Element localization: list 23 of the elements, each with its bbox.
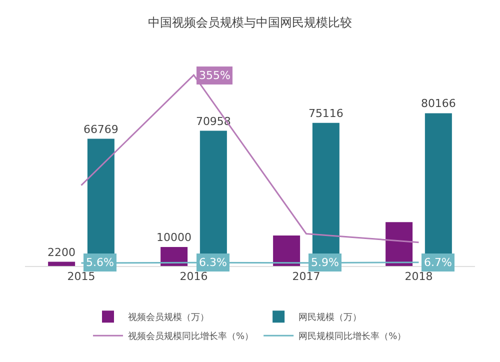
- data-label: 5.6%: [86, 256, 114, 269]
- data-label: 10000: [156, 230, 192, 244]
- data-label: 2200: [48, 246, 76, 259]
- legend-label: 网民规模（万）: [298, 312, 362, 324]
- data-label: 80166: [420, 97, 456, 110]
- x-tick-label: 2017: [292, 270, 320, 284]
- data-label: 75116: [308, 106, 344, 120]
- bar: [48, 262, 76, 266]
- bar: [386, 222, 413, 266]
- chart-title: 中国视频会员规模与中国网民规模比较: [148, 16, 352, 30]
- legend-label: 视频会员规模（万）: [128, 312, 209, 324]
- data-label: 355%: [199, 69, 230, 82]
- bar: [273, 236, 300, 266]
- legend-label: 网民规模同比增长率（%）: [298, 331, 406, 342]
- x-tick-label: 2018: [404, 270, 433, 284]
- data-label: 5.9%: [311, 256, 339, 269]
- data-label: 66769: [83, 122, 118, 136]
- data-label: 6.7%: [424, 256, 452, 269]
- bar: [160, 246, 188, 266]
- legend-label: 视频会员规模同比增长率（%）: [128, 331, 254, 342]
- x-tick-label: 2015: [67, 270, 96, 284]
- x-tick-label: 2016: [180, 270, 208, 284]
- data-label: 6.3%: [199, 256, 227, 269]
